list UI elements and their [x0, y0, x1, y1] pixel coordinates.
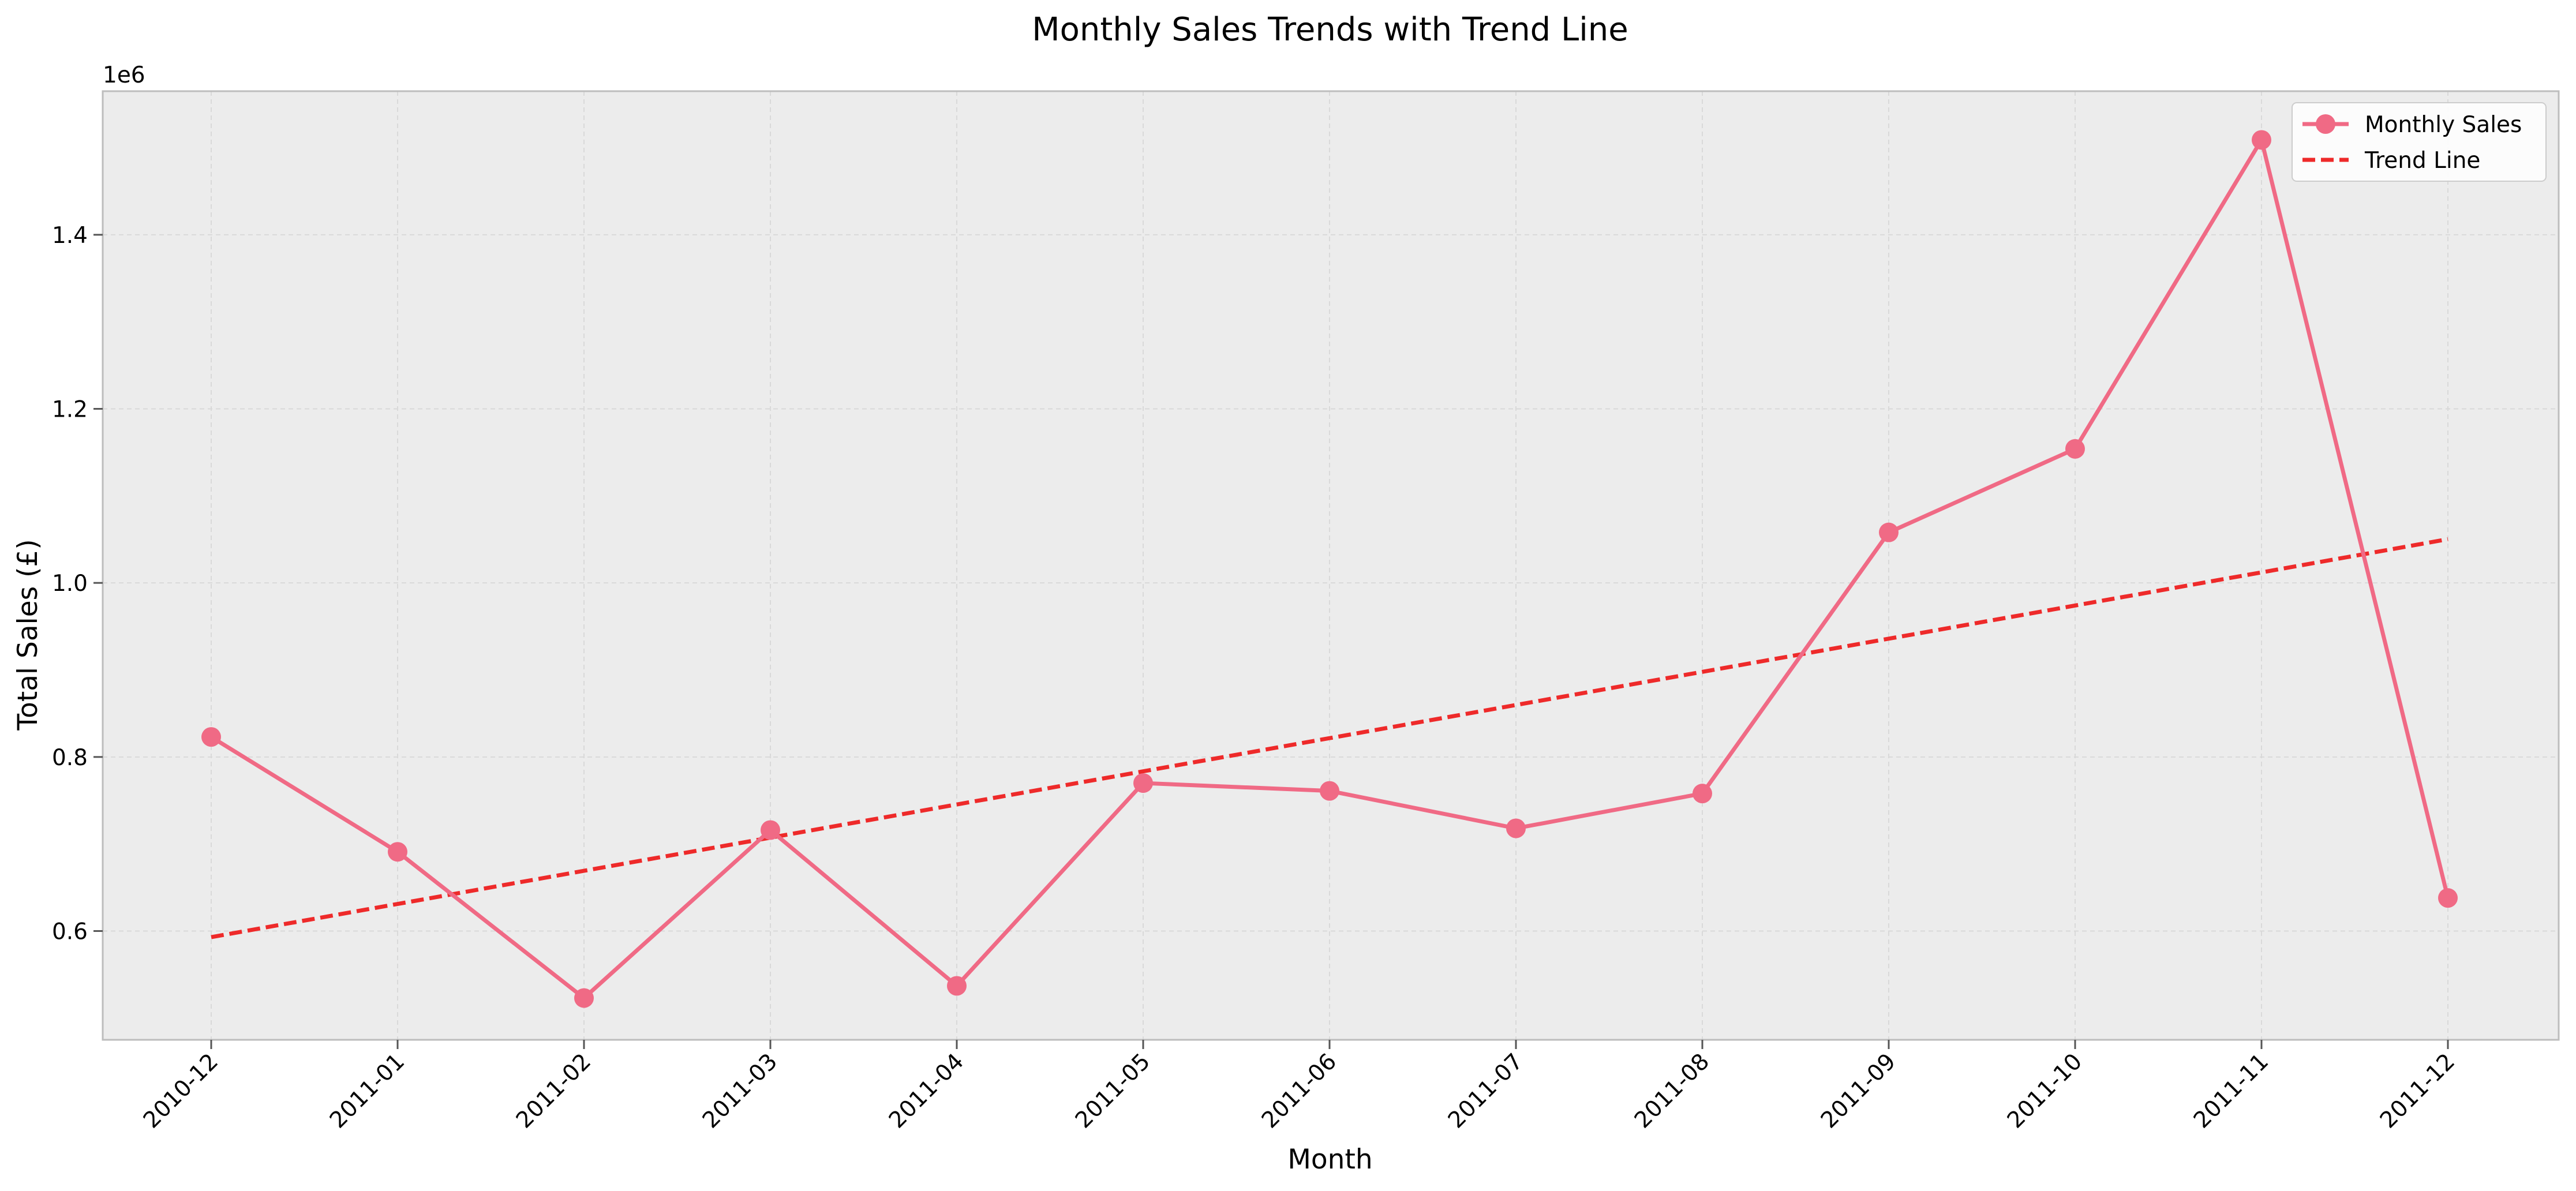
- plot-area: [103, 91, 2559, 1040]
- grid-lines: [103, 91, 2559, 1040]
- monthly-sales-point: [947, 976, 967, 996]
- x-tick-label: 2011-10: [2002, 1048, 2087, 1133]
- monthly-sales-point: [1693, 784, 1712, 804]
- y-tick-label: 1.2: [52, 397, 88, 423]
- y-axis-label: Total Sales (£): [12, 539, 44, 731]
- legend-box: [2292, 102, 2547, 182]
- monthly-sales-point: [574, 988, 594, 1008]
- legend-label-trend-line: Trend Line: [2364, 148, 2480, 174]
- trend-line: [211, 537, 2448, 939]
- monthly-sales-point: [761, 820, 780, 840]
- legend: Monthly Sales Trend Line: [2292, 102, 2547, 182]
- y-tick-label: 1.4: [52, 223, 88, 249]
- x-axis-label: Month: [1287, 1144, 1372, 1175]
- y-axis-offset-label: 1e6: [103, 62, 145, 88]
- chart-title: Monthly Sales Trends with Trend Line: [1032, 11, 1628, 48]
- legend-label-monthly-sales: Monthly Sales: [2365, 112, 2522, 138]
- monthly-sales-point: [388, 842, 407, 862]
- x-tick-label: 2011-02: [511, 1048, 596, 1133]
- y-tick-label: 1.0: [52, 571, 88, 597]
- x-tick-label: 2011-09: [1816, 1048, 1901, 1133]
- plot-frame: [102, 90, 2560, 1041]
- x-tick-label: 2011-07: [1443, 1048, 1528, 1133]
- monthly-sales-point: [2438, 888, 2458, 908]
- x-tick-label: 2011-08: [1630, 1048, 1714, 1133]
- monthly-sales-point: [1506, 818, 1526, 838]
- x-tick-label: 2011-03: [698, 1048, 782, 1133]
- x-tick-label: 2011-06: [1257, 1048, 1342, 1133]
- x-tick-label: 2011-11: [2189, 1048, 2274, 1133]
- y-tick-label: 0.8: [52, 745, 88, 771]
- monthly-sales-point: [1320, 781, 1339, 801]
- series-layer: [201, 130, 2458, 1008]
- monthly-sales-point: [201, 727, 221, 747]
- monthly-sales-point: [2065, 439, 2085, 459]
- x-tick-label: 2011-12: [2375, 1048, 2460, 1133]
- monthly-sales-point: [1879, 522, 1899, 542]
- monthly-sales-point: [2252, 130, 2271, 150]
- x-tick-label: 2011-05: [1070, 1048, 1155, 1133]
- x-tick-label: 2010-12: [138, 1048, 223, 1133]
- x-tick-label: 2011-01: [325, 1048, 410, 1133]
- y-tick-label: 0.6: [52, 919, 88, 945]
- legend-marker-monthly-sales: [2316, 114, 2335, 134]
- monthly-sales-point: [1133, 773, 1153, 793]
- x-tick-label: 2011-04: [884, 1048, 969, 1133]
